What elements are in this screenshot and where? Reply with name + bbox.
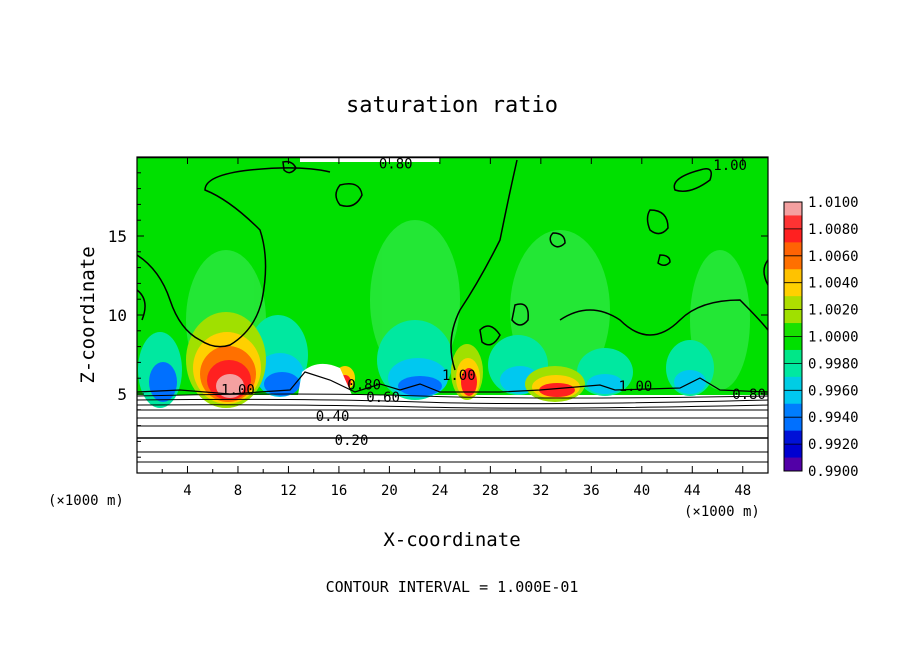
colorbar-label: 0.9920: [808, 437, 859, 453]
x-unit-right: (×1000 m): [684, 504, 760, 520]
contour-interval-footer: CONTOUR INTERVAL = 1.000E-01: [326, 578, 579, 596]
colorbar-label: 0.9900: [808, 464, 859, 480]
contour-label: 0.80: [732, 387, 766, 403]
colorbar-cell: [784, 296, 802, 311]
upper-contours: [137, 157, 768, 371]
layer-contours: [137, 393, 768, 463]
x-tick-label: 16: [330, 483, 347, 499]
colorbar-label: 0.9980: [808, 356, 859, 372]
colorbar-cell: [784, 376, 802, 391]
colorbar-label: 1.0020: [808, 303, 859, 319]
contour-label: 0.80: [379, 156, 413, 172]
x-tick-label: 4: [183, 483, 191, 499]
x-tick-label: 20: [381, 483, 398, 499]
y-tick-label: 15: [108, 227, 127, 246]
y-axis-label: Z-coordinate: [77, 246, 99, 383]
contour-labels: 0.80 1.001.00 0.800.600.400.201.001.00 0.80: [221, 156, 766, 449]
moist-plume-26km: [451, 344, 483, 400]
y-tick-label: 10: [108, 306, 127, 325]
x-unit-left: (×1000 m): [48, 493, 124, 509]
colorbar-cell: [784, 269, 802, 284]
contour-label: 1.00: [442, 368, 476, 384]
white-region: [298, 363, 352, 395]
dry-zones: [138, 315, 714, 408]
x-tick-label: 48: [734, 483, 751, 499]
moist-plume-8km: [186, 312, 266, 408]
colorbar-label: 1.0100: [808, 195, 859, 211]
contour-label: 1.00: [619, 379, 653, 395]
colorbar: 1.0100 1.0080 1.0060 1.0040 1.0020 1.0000 0.99…: [783, 195, 859, 480]
x-tick-label: 24: [431, 483, 448, 499]
x-tick-label: 12: [280, 483, 297, 499]
colorbar-cell: [784, 242, 802, 257]
x-tick-label: 36: [583, 483, 600, 499]
x-tick-label: 28: [482, 483, 499, 499]
contour-label: 0.40: [316, 409, 350, 425]
moist-plume-34km: [525, 366, 585, 402]
x-tick-label: 44: [684, 483, 701, 499]
x-tick-label: 32: [532, 483, 549, 499]
x-axis-label: X-coordinate: [383, 529, 520, 551]
layer-top: [137, 371, 768, 395]
y-axis: 5 10 15: [108, 172, 768, 458]
x-tick-label: 8: [234, 483, 242, 499]
colorbar-cell: [784, 215, 802, 230]
colorbar-cell: [784, 403, 802, 418]
contour-label: 0.60: [366, 390, 400, 406]
y-tick-label: 5: [117, 385, 127, 404]
colorbar-cell: [784, 349, 802, 364]
contour-label: 0.80: [347, 378, 381, 394]
colorbar-label: 0.9960: [808, 383, 859, 399]
colorbar-label: 1.0080: [808, 222, 859, 238]
heatmap-field: [137, 157, 768, 473]
colorbar-label: 1.0000: [808, 330, 859, 346]
chart-title: saturation ratio: [346, 93, 558, 118]
contour-label: 1.00: [713, 158, 747, 174]
contour-label: 1.00: [221, 382, 255, 398]
colorbar-label: 1.0060: [808, 249, 859, 265]
colorbar-label: 0.9940: [808, 410, 859, 426]
contour-label: 0.20: [335, 433, 369, 449]
colorbar-cell: [784, 323, 802, 337]
colorbar-label: 1.0040: [808, 276, 859, 292]
colorbar-cell: [784, 457, 802, 472]
colorbar-cell: [784, 430, 802, 445]
x-axis: 4 8 12 16 20 24 28 32 36 40 44 48: [161, 157, 751, 499]
x-tick-label: 40: [633, 483, 650, 499]
